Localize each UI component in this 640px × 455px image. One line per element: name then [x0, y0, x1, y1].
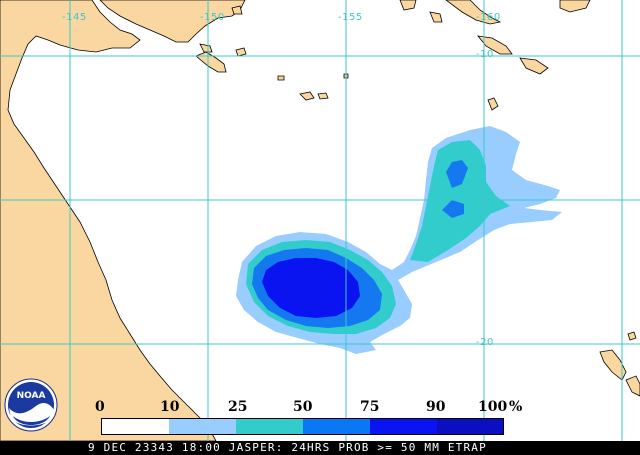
legend-value: 90	[426, 399, 446, 415]
island	[277, 75, 285, 81]
legend-color-bar	[101, 418, 504, 435]
island	[399, 0, 417, 11]
island	[519, 57, 549, 75]
legend-value: 100	[478, 399, 508, 415]
island	[429, 11, 443, 23]
noaa-logo: NOAA	[4, 378, 58, 432]
legend-unit: %	[509, 399, 523, 415]
island	[477, 35, 513, 55]
latitude-label: -20	[476, 337, 494, 348]
legend-swatch	[370, 419, 437, 434]
island	[599, 349, 627, 381]
island	[627, 331, 637, 341]
island	[235, 47, 247, 57]
island	[625, 375, 640, 397]
legend-value: 25	[228, 399, 248, 415]
latitude-label: -10	[476, 49, 494, 60]
longitude-label: -150	[200, 12, 225, 23]
island	[199, 43, 213, 53]
legend-swatch	[102, 419, 169, 434]
legend-value: 10	[160, 399, 180, 415]
legend-swatch	[169, 419, 236, 434]
graticule	[0, 0, 640, 441]
legend-swatch	[437, 419, 503, 434]
product-caption: 9 DEC 23343 18:00 JASPER: 24HRS PROB >= …	[88, 441, 487, 454]
island	[299, 91, 315, 101]
logo-text: NOAA	[17, 391, 46, 401]
legend-value: 50	[293, 399, 313, 415]
island	[317, 92, 329, 100]
australia-landmass	[0, 0, 217, 442]
island	[487, 97, 499, 111]
island	[231, 5, 243, 15]
legend-value: 75	[360, 399, 380, 415]
prob-75-90-area	[262, 258, 360, 318]
island	[445, 0, 502, 25]
island	[195, 51, 227, 73]
island	[559, 0, 591, 13]
legend-swatch	[303, 419, 370, 434]
longitude-label: -145	[62, 12, 87, 23]
longitude-label: -160	[476, 12, 501, 23]
legend-value: 0	[95, 399, 105, 415]
longitude-label: -155	[338, 12, 363, 23]
footer-bar: 9 DEC 23343 18:00 JASPER: 24HRS PROB >= …	[0, 441, 640, 455]
legend-swatch	[236, 419, 303, 434]
